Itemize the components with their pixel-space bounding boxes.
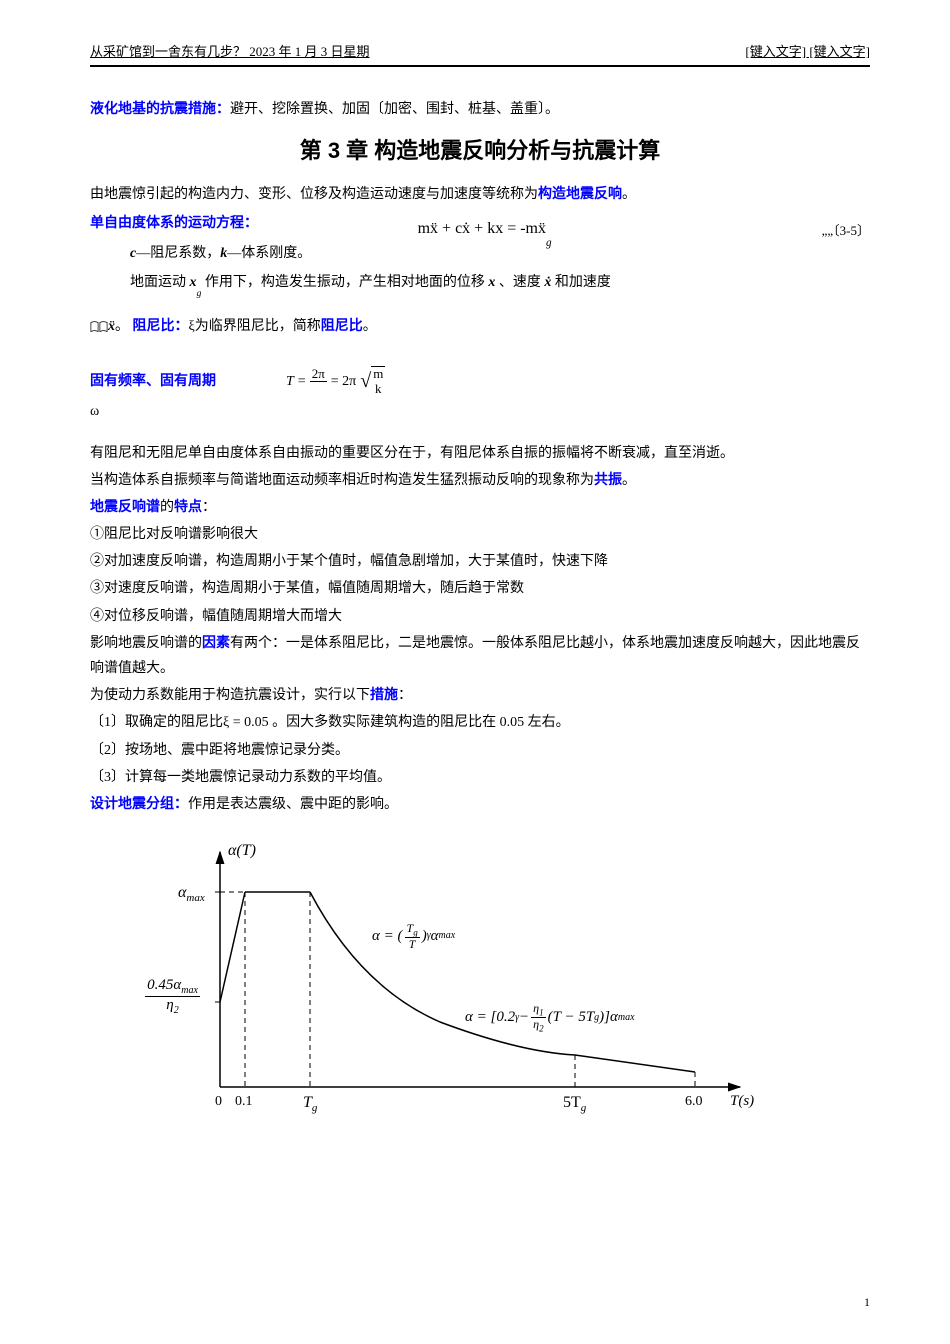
period-equation: T = 2π ω = 2π √ m k	[286, 363, 385, 399]
header-left: 从采矿馆到一舍东有几步？ 2023 年 1 月 3 日星期	[90, 40, 370, 63]
header-right: [键入文字] [键入文字]	[745, 40, 870, 63]
intro-line: 液化地基的抗震措施：避开、挖除置换、加固〔加密、围封、桩基、盖重〕。	[90, 97, 870, 122]
design-group-line: 设计地震分组：作用是表达震级、震中距的影响。	[90, 792, 870, 817]
intro-label: 液化地基的抗震措施：	[90, 102, 230, 117]
damping-line: ẍ。 阻尼比：ξ 为临界阻尼比，简称阻尼比。	[90, 314, 870, 339]
x-5tg: 5Tg	[563, 1094, 587, 1114]
response-spectrum-chart: α(T) αmax 0.45αmax η2	[120, 837, 870, 1136]
y-axis-label: α(T)	[228, 842, 256, 859]
term-response: 构造地震反响	[538, 187, 622, 202]
factors-line: 影响地震反响谱的因素有两个：一是体系阻尼比，二是地震惊。一般体系阻尼比越小，体系…	[90, 631, 870, 681]
p-damped: 有阻尼和无阻尼单自由度体系自由振动的重要区分在于，有阻尼体系自振的振幅将不断衰减…	[90, 441, 870, 466]
page-header: 从采矿馆到一舍东有几步？ 2023 年 1 月 3 日星期 [键入文字] [键入…	[90, 40, 870, 67]
omega-symbol: ω	[90, 399, 870, 424]
spectrum-feat: 特点	[174, 500, 202, 515]
term-resonance: 共振	[594, 473, 622, 488]
measure-3: 〔3〕计算每一类地震惊记录动力系数的平均值。	[90, 765, 870, 790]
x-01: 0.1	[235, 1094, 253, 1109]
sdof-params: c—阻尼系数， k —体系刚度。	[90, 241, 418, 266]
damping-label2: 阻尼比	[321, 319, 363, 334]
x-60: 6.0	[685, 1094, 703, 1109]
intro-text: 避开、挖除置换、加固〔加密、围封、桩基、盖重〕。	[230, 102, 559, 117]
x-origin: 0	[215, 1094, 222, 1109]
spectrum-label-line: 地震反响谱的特点：	[90, 495, 870, 520]
p1: 由地震惊引起的构造内力、变形、位移及构造运动速度与加速度等统称为构造地震反响。	[90, 182, 870, 207]
eq-number: „„〔3-5〕	[822, 211, 870, 242]
term-factors: 因素	[202, 636, 230, 651]
sdof-equation-row: 单自由度体系的运动方程： c—阻尼系数， k —体系刚度。 mẍ + cẋ + …	[90, 211, 870, 265]
book-icon	[90, 320, 108, 334]
spectrum-item1: ①阻尼比对反响谱影响很大	[90, 522, 870, 547]
freq-label: 固有频率、固有周期	[90, 369, 216, 394]
alpha-max-label: αmax	[178, 884, 205, 904]
spectrum-label: 地震反响谱	[90, 500, 160, 515]
chapter-title: 第 3 章 构造地震反响分析与抗震计算	[90, 131, 870, 171]
spectrum-item4: ④对位移反响谱，幅值随周期增大而增大	[90, 604, 870, 629]
x-axis-label: T(s)	[730, 1093, 754, 1109]
x-tg: Tg	[303, 1094, 318, 1114]
p-resonance: 当构造体系自振频率与简谐地面运动频率相近时构造发生猛烈振动反响的现象称为共振。	[90, 468, 870, 493]
freq-row: 固有频率、固有周期 T = 2π ω = 2π √ m k	[90, 363, 870, 399]
spectrum-item3: ③对速度反响谱，构造周期小于某值，幅值随周期增大，随后趋于常数	[90, 576, 870, 601]
measure-1: 〔1〕取确定的阻尼比ξ = 0.05 。因大多数实际建筑构造的阻尼比在 0.05…	[90, 710, 870, 735]
ground-motion-line: 地面运动 xg 作用下，构造发生振动，产生相对地面的位移 x 、速度 ẋ 和加速…	[90, 270, 870, 296]
page-number: 1	[864, 1292, 870, 1314]
measures-intro: 为使动力系数能用于构造抗震设计，实行以下措施：	[90, 683, 870, 708]
sdof-label: 单自由度体系的运动方程：	[90, 211, 418, 236]
sdof-equation: mẍ + cẋ + kx = -mẍg	[418, 215, 552, 244]
measure-2: 〔2〕按场地、震中距将地震惊记录分类。	[90, 738, 870, 763]
design-group-label: 设计地震分组：	[90, 797, 188, 812]
damping-label1: 阻尼比：	[133, 319, 189, 334]
term-measures: 措施	[370, 688, 398, 703]
spectrum-item2: ②对加速度反响谱，构造周期小于某个值时，幅值急剧增加，大于某值时，快速下降	[90, 549, 870, 574]
chart-svg: α(T) αmax 0.45αmax η2	[120, 837, 760, 1127]
